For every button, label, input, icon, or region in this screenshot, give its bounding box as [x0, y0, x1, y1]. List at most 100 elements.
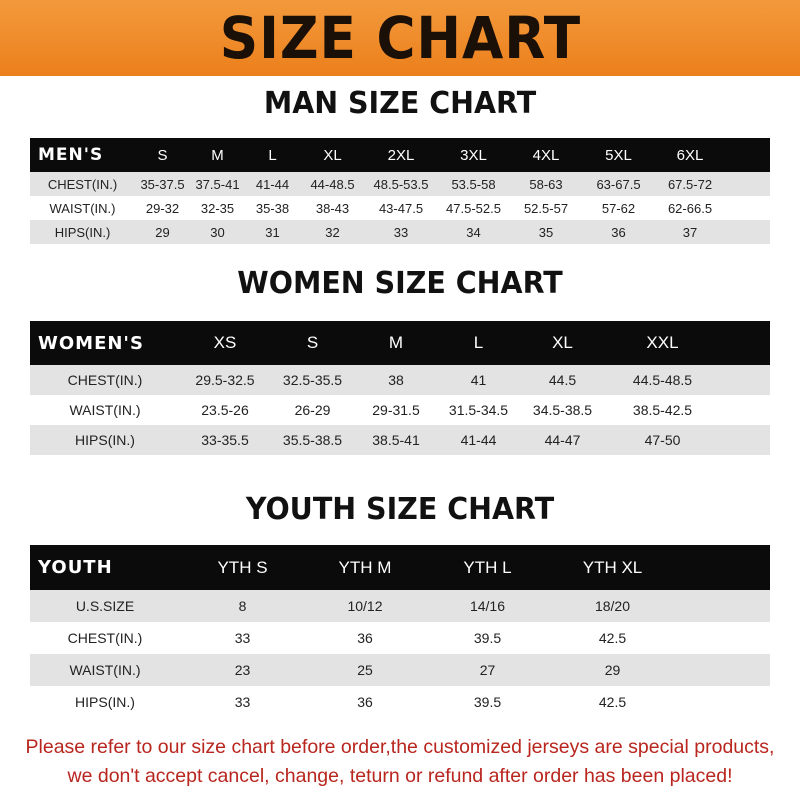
table-row: HIPS(IN.) 29 30 31 32 33 34 35 36 37 — [30, 220, 770, 244]
men-title: MAN SIZE CHART — [263, 86, 537, 121]
table-cell: 39.5 — [473, 630, 502, 646]
table-cell: 38 — [388, 372, 404, 388]
table-cell: 36 — [357, 694, 373, 710]
men-size-table: MEN'S S M L XL 2XL 3XL 4XL 5XL 6XL CHEST(IN.) 35-37… — [30, 138, 770, 244]
table-cell: 41 — [470, 372, 487, 388]
table-cell: 44.5 — [548, 372, 577, 388]
table-cell: M — [388, 333, 404, 352]
table-cell: 67.5-72 — [667, 176, 713, 192]
table-cell: 42.5 — [598, 630, 627, 646]
table-cell: 35-38 — [255, 200, 290, 216]
table-cell: 36 — [611, 224, 626, 240]
table-cell: YTH S — [217, 557, 268, 577]
table-cell: 33 — [234, 694, 251, 710]
table-cell: 33 — [234, 630, 251, 646]
row-label: MEN'S — [38, 145, 104, 165]
table-cell: 47-50 — [644, 432, 681, 448]
table-cell: 48.5-53.5 — [373, 176, 429, 192]
row-label: WOMEN'S — [38, 332, 144, 354]
table-header-row: WOMEN'S XS S M L XL XXL — [30, 321, 770, 365]
table-header-row: YOUTH YTH S YTH M YTH L YTH XL — [30, 545, 770, 590]
table-cell: YTH XL — [582, 557, 643, 577]
table-row: WAIST(IN.) 23 25 27 29 — [30, 654, 770, 686]
table-cell: 23 — [234, 662, 251, 678]
table-cell: XL — [552, 333, 573, 352]
table-cell: 47.5-52.5 — [446, 200, 501, 216]
table-cell: 44-47 — [544, 432, 581, 448]
table-cell: 30 — [210, 224, 225, 240]
table-cell: 38-43 — [315, 200, 350, 216]
table-cell: 57-62 — [601, 200, 636, 216]
table-cell: 39.5 — [473, 694, 502, 710]
table-cell: 41-44 — [460, 432, 497, 448]
table-cell: 32-35 — [200, 200, 235, 216]
table-cell: 14/16 — [469, 598, 506, 614]
table-cell: YTH M — [338, 557, 392, 577]
table-row: WAIST(IN.) 29-32 32-35 35-38 38-43 43-47.5 47.… — [30, 196, 770, 220]
table-cell: 29 — [604, 662, 621, 678]
table-cell: 35.5-38.5 — [282, 432, 343, 448]
table-cell: 29-32 — [145, 200, 180, 216]
youth-size-table: YOUTH YTH S YTH M YTH L YTH XL U.S.SIZE 8 10/12… — [30, 545, 770, 718]
table-cell: 41-44 — [255, 176, 290, 192]
row-label: WAIST(IN.) — [69, 662, 141, 678]
table-cell: 29 — [155, 224, 170, 240]
order-notice: Please refer to our size chart before or… — [0, 733, 800, 791]
notice-line-1: Please refer to our size chart before or… — [25, 736, 775, 758]
table-cell: 42.5 — [598, 694, 627, 710]
table-cell: XS — [213, 333, 237, 352]
table-cell: 53.5-58 — [451, 176, 496, 192]
banner-title: SIZE CHART — [219, 4, 581, 72]
row-label: HIPS(IN.) — [54, 224, 111, 240]
table-cell: XXL — [646, 333, 679, 352]
table-cell: 29-31.5 — [372, 402, 420, 418]
row-label: YOUTH — [38, 557, 113, 578]
table-cell: 31 — [265, 224, 280, 240]
table-cell: 63-67.5 — [596, 176, 641, 192]
table-cell: 10/12 — [347, 598, 383, 614]
table-cell: 36 — [357, 630, 373, 646]
notice-line-2: we don't accept cancel, change, teturn o… — [67, 765, 733, 787]
table-cell: 35 — [538, 224, 554, 240]
table-cell: L — [473, 333, 484, 352]
table-cell: 38.5-42.5 — [632, 402, 693, 418]
banner: SIZE CHART — [0, 0, 800, 76]
table-row: CHEST(IN.) 29.5-32.5 32.5-35.5 38 41 44.5 44.5… — [30, 365, 770, 395]
table-cell: 32.5-35.5 — [282, 372, 343, 388]
table-cell: 31.5-34.5 — [448, 402, 509, 418]
row-label: U.S.SIZE — [75, 598, 135, 614]
table-cell: 52.5-57 — [523, 200, 569, 216]
table-cell: 29.5-32.5 — [195, 372, 255, 388]
table-cell: 44-48.5 — [310, 176, 355, 192]
table-cell: 43-47.5 — [378, 200, 424, 216]
table-cell: 58-63 — [529, 176, 563, 192]
table-cell: 32 — [325, 224, 340, 240]
table-row: WAIST(IN.) 23.5-26 26-29 29-31.5 31.5-34.5 34… — [30, 395, 770, 425]
table-cell: 6XL — [676, 146, 704, 164]
table-header-row: MEN'S S M L XL 2XL 3XL 4XL 5XL 6XL — [30, 138, 770, 172]
table-cell: 37 — [682, 224, 698, 240]
row-label: WAIST(IN.) — [49, 200, 116, 216]
row-label: CHEST(IN.) — [67, 372, 143, 388]
table-cell: 2XL — [387, 146, 415, 164]
table-cell: YTH L — [463, 557, 512, 577]
women-title: WOMEN SIZE CHART — [237, 266, 563, 301]
table-cell: 34.5-38.5 — [532, 402, 593, 418]
table-cell: S — [157, 146, 168, 164]
table-cell: 38.5-41 — [372, 432, 420, 448]
youth-title: YOUTH SIZE CHART — [245, 492, 555, 527]
table-cell: 5XL — [605, 146, 632, 164]
table-cell: 25 — [357, 662, 373, 678]
table-row: HIPS(IN.) 33-35.5 35.5-38.5 38.5-41 41-44 44-… — [30, 425, 770, 455]
table-cell: 37.5-41 — [195, 176, 240, 192]
table-cell: L — [268, 146, 277, 164]
table-row: U.S.SIZE 8 10/12 14/16 18/20 — [30, 590, 770, 622]
table-cell: 27 — [479, 662, 496, 678]
table-cell: 8 — [238, 598, 247, 614]
table-cell: 18/20 — [594, 598, 631, 614]
row-label: HIPS(IN.) — [75, 694, 135, 710]
row-label: HIPS(IN.) — [75, 432, 135, 448]
table-cell: S — [306, 333, 319, 352]
table-cell: 3XL — [460, 146, 487, 164]
table-cell: 35-37.5 — [140, 176, 185, 192]
